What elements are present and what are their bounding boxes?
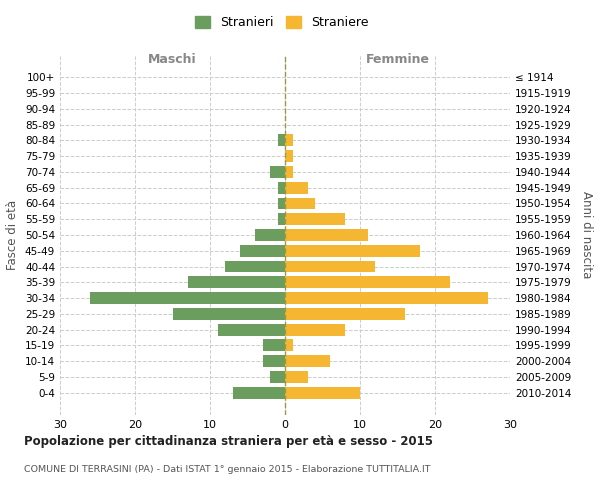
Bar xyxy=(263,356,285,367)
Text: Femmine: Femmine xyxy=(365,53,430,66)
Bar xyxy=(270,166,285,178)
Bar xyxy=(285,166,293,178)
Legend: Stranieri, Straniere: Stranieri, Straniere xyxy=(190,11,374,34)
Bar xyxy=(285,324,345,336)
Bar xyxy=(285,356,330,367)
Bar xyxy=(255,229,285,241)
Bar xyxy=(285,308,405,320)
Bar xyxy=(270,371,285,383)
Bar xyxy=(277,182,285,194)
Text: Popolazione per cittadinanza straniera per età e sesso - 2015: Popolazione per cittadinanza straniera p… xyxy=(24,435,433,448)
Bar xyxy=(285,214,345,225)
Bar xyxy=(263,340,285,351)
Bar xyxy=(225,260,285,272)
Bar xyxy=(277,134,285,146)
Bar xyxy=(277,214,285,225)
Bar xyxy=(285,387,360,398)
Bar xyxy=(233,387,285,398)
Bar xyxy=(285,292,487,304)
Text: COMUNE DI TERRASINI (PA) - Dati ISTAT 1° gennaio 2015 - Elaborazione TUTTITALIA.: COMUNE DI TERRASINI (PA) - Dati ISTAT 1°… xyxy=(24,465,431,474)
Bar xyxy=(285,182,308,194)
Bar xyxy=(240,245,285,256)
Text: Maschi: Maschi xyxy=(148,53,197,66)
Bar xyxy=(285,198,315,209)
Bar xyxy=(285,260,375,272)
Bar xyxy=(285,245,420,256)
Bar xyxy=(285,276,450,288)
Bar xyxy=(277,198,285,209)
Bar xyxy=(218,324,285,336)
Bar xyxy=(173,308,285,320)
Bar xyxy=(285,150,293,162)
Bar xyxy=(285,229,367,241)
Y-axis label: Fasce di età: Fasce di età xyxy=(7,200,19,270)
Bar xyxy=(285,340,293,351)
Bar xyxy=(90,292,285,304)
Y-axis label: Anni di nascita: Anni di nascita xyxy=(580,192,593,278)
Bar xyxy=(285,371,308,383)
Bar xyxy=(187,276,285,288)
Bar xyxy=(285,134,293,146)
